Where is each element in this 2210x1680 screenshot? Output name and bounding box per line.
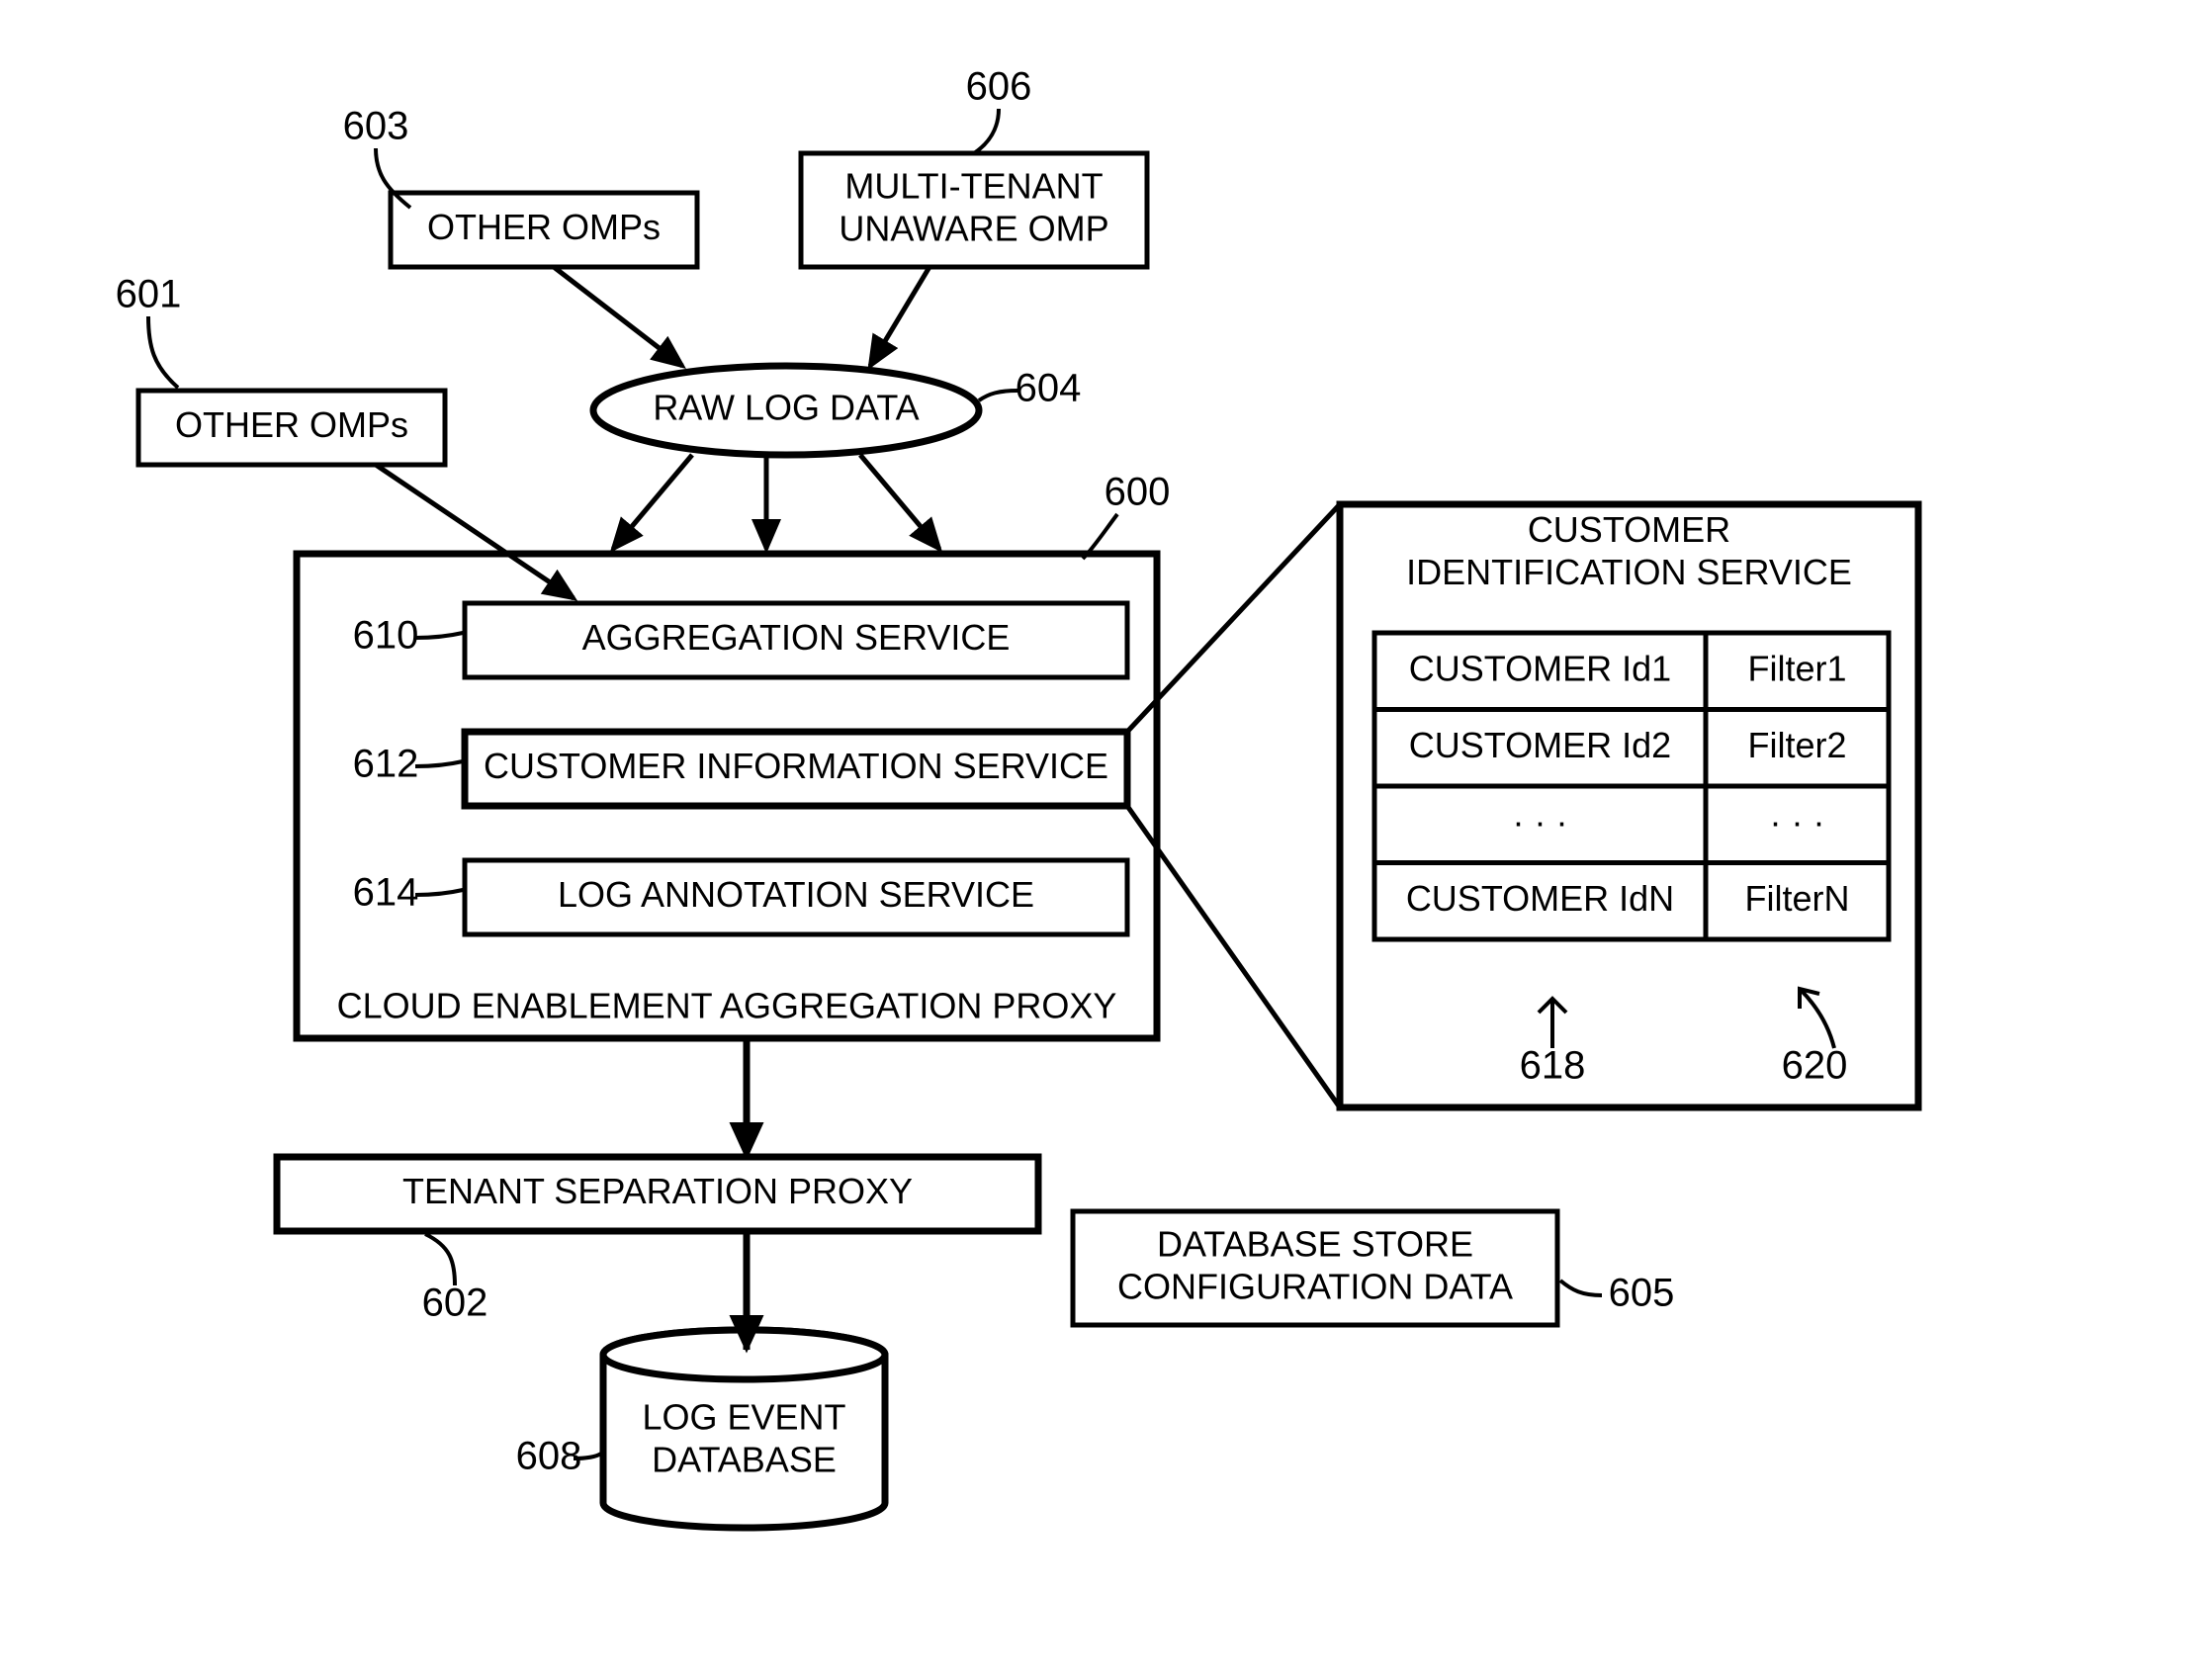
node-n601: OTHER OMPs 601 [116, 273, 445, 465]
arrow-0 [554, 267, 682, 366]
svg-text:CUSTOMER: CUSTOMER [1528, 509, 1730, 550]
svg-text:CUSTOMER INFORMATION SERVICE: CUSTOMER INFORMATION SERVICE [484, 746, 1108, 786]
svg-text:600: 600 [1105, 471, 1171, 514]
svg-text:CUSTOMER Id1: CUSTOMER Id1 [1409, 648, 1671, 688]
svg-text:OTHER OMPs: OTHER OMPs [175, 404, 408, 445]
node-n605: DATABASE STORECONFIGURATION DATA 605 [1073, 1211, 1674, 1325]
svg-text:DATABASE: DATABASE [652, 1440, 837, 1480]
svg-text:Filter2: Filter2 [1747, 725, 1846, 765]
arrow-1 [870, 267, 929, 366]
svg-text:604: 604 [1016, 367, 1082, 410]
svg-text:608: 608 [516, 1435, 582, 1478]
arrow-4 [860, 455, 939, 549]
svg-text:· · ·: · · · [1770, 801, 1825, 841]
svg-text:605: 605 [1609, 1272, 1675, 1315]
svg-text:FilterN: FilterN [1745, 878, 1850, 919]
svg-text:AGGREGATION SERVICE: AGGREGATION SERVICE [582, 617, 1011, 658]
node-n603: OTHER OMPs 603 [343, 105, 697, 267]
node-n606: MULTI-TENANTUNAWARE OMP 606 [801, 65, 1147, 267]
svg-text:IDENTIFICATION SERVICE: IDENTIFICATION SERVICE [1406, 552, 1852, 592]
svg-text:MULTI-TENANT: MULTI-TENANT [844, 165, 1103, 206]
svg-text:LOG EVENT: LOG EVENT [642, 1396, 845, 1437]
svg-text:TENANT SEPARATION PROXY: TENANT SEPARATION PROXY [402, 1171, 913, 1211]
node-n610: AGGREGATION SERVICE 610 [353, 603, 1127, 677]
svg-text:LOG ANNOTATION SERVICE: LOG ANNOTATION SERVICE [558, 874, 1034, 915]
svg-text:610: 610 [353, 614, 419, 658]
svg-text:CLOUD ENABLEMENT AGGREGATION P: CLOUD ENABLEMENT AGGREGATION PROXY [337, 986, 1117, 1026]
svg-text:CUSTOMER Id2: CUSTOMER Id2 [1409, 725, 1671, 765]
svg-text:· · ·: · · · [1513, 801, 1568, 841]
svg-text:RAW LOG DATA: RAW LOG DATA [653, 388, 919, 428]
node-n614: LOG ANNOTATION SERVICE 614 [353, 860, 1127, 934]
svg-text:606: 606 [966, 65, 1032, 109]
svg-text:602: 602 [422, 1282, 488, 1325]
svg-text:CUSTOMER IdN: CUSTOMER IdN [1406, 878, 1674, 919]
svg-text:Filter1: Filter1 [1747, 648, 1846, 688]
arrow-2 [613, 455, 692, 549]
svg-text:612: 612 [353, 743, 419, 786]
svg-text:UNAWARE OMP: UNAWARE OMP [839, 209, 1108, 249]
svg-text:601: 601 [116, 273, 182, 316]
node-n612: CUSTOMER INFORMATION SERVICE 612 [353, 732, 1127, 806]
node-n604: RAW LOG DATA 604 [593, 366, 1081, 455]
node-n602: TENANT SEPARATION PROXY 602 [277, 1157, 1038, 1325]
svg-text:618: 618 [1520, 1044, 1586, 1088]
svg-text:603: 603 [343, 105, 409, 148]
svg-text:620: 620 [1782, 1044, 1848, 1088]
node-n608: LOG EVENTDATABASE 608 [516, 1330, 885, 1528]
svg-text:614: 614 [353, 871, 419, 915]
svg-text:CONFIGURATION DATA: CONFIGURATION DATA [1117, 1267, 1513, 1307]
svg-text:OTHER OMPs: OTHER OMPs [427, 207, 661, 247]
svg-text:DATABASE STORE: DATABASE STORE [1157, 1223, 1473, 1264]
